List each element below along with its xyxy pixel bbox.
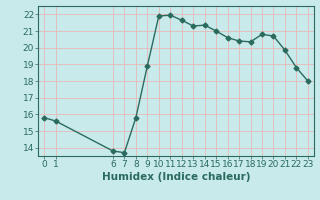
X-axis label: Humidex (Indice chaleur): Humidex (Indice chaleur) [102, 172, 250, 182]
